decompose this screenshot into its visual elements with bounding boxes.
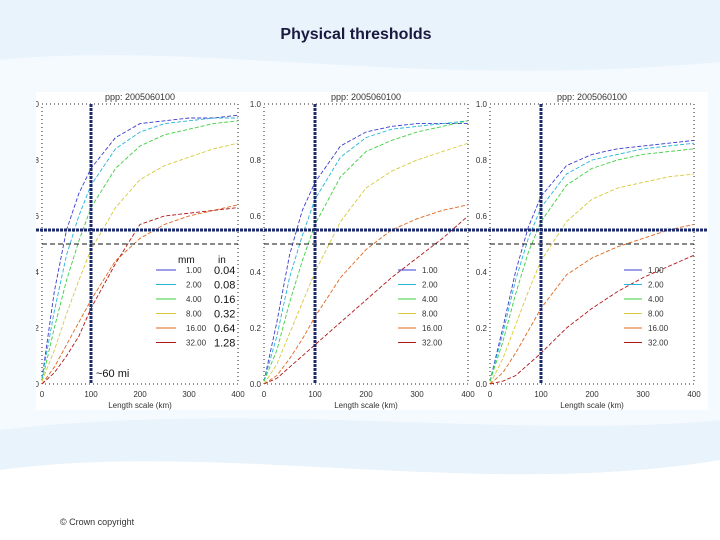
legend-threshold-mm: 16.00 (186, 324, 207, 333)
series-line-32.00 (489, 254, 695, 385)
y-tick-label: 0.2 (250, 324, 262, 333)
legend-threshold-mm: 2.00 (648, 281, 664, 290)
series-line-4.00 (263, 120, 469, 382)
legend-threshold-in: 1.28 (214, 338, 235, 350)
y-tick-label: 0.0 (250, 380, 262, 389)
x-tick-label: 300 (410, 390, 424, 399)
legend-unit-in: in (218, 255, 226, 266)
series-line-16.00 (489, 223, 695, 385)
y-tick-label: 0.4 (36, 268, 40, 277)
legend-threshold-mm: 32.00 (186, 339, 207, 348)
x-tick-label: 0 (40, 390, 45, 399)
series-line-32.00 (41, 207, 239, 385)
legend-threshold-mm: 2.00 (186, 281, 202, 290)
legend-threshold-in: 0.08 (214, 280, 235, 292)
y-tick-label: 0.6 (36, 212, 40, 221)
legend-threshold-mm: 32.00 (648, 339, 669, 348)
x-axis-label: Length scale (km) (334, 401, 398, 410)
series-line-1.00 (489, 139, 695, 382)
y-tick-label: 0.4 (476, 268, 488, 277)
legend-threshold-mm: 16.00 (422, 324, 443, 333)
y-tick-label: 0.8 (250, 156, 262, 165)
series-line-32.00 (263, 215, 469, 385)
x-tick-label: 100 (534, 390, 548, 399)
slide-title: Physical thresholds (280, 26, 432, 43)
y-tick-label: 0.8 (36, 156, 40, 165)
series-line-16.00 (263, 204, 469, 385)
legend-unit-mm: mm (178, 255, 195, 266)
series-line-4.00 (489, 148, 695, 382)
distance-annotation: ~60 mi (96, 368, 129, 380)
panel-background (484, 92, 708, 410)
legend-threshold-mm: 4.00 (186, 295, 202, 304)
panel-title: ppp: 2005060100 (105, 92, 175, 102)
x-tick-label: 300 (182, 390, 196, 399)
series-line-1.00 (41, 114, 239, 379)
y-tick-label: 0.4 (250, 268, 262, 277)
y-tick-label: 0.0 (476, 380, 488, 389)
y-tick-label: 1.0 (476, 100, 488, 109)
series-line-2.00 (489, 142, 695, 382)
x-tick-label: 400 (461, 390, 475, 399)
y-tick-label: 1.0 (250, 100, 262, 109)
x-tick-label: 0 (488, 390, 493, 399)
x-tick-label: 200 (585, 390, 599, 399)
series-line-16.00 (41, 204, 239, 385)
x-tick-label: 100 (84, 390, 98, 399)
legend-threshold-in: 0.04 (214, 265, 235, 277)
series-line-2.00 (41, 117, 238, 379)
threshold-charts: ppp: 20050601000.00.20.40.60.81.00100200… (36, 92, 708, 410)
y-tick-label: 0.6 (476, 212, 488, 221)
legend-threshold-mm: 8.00 (648, 310, 664, 319)
legend-threshold-mm: 1.00 (648, 266, 664, 275)
x-axis-label: Length scale (km) (108, 401, 172, 410)
series-line-2.00 (263, 120, 469, 382)
legend-threshold-mm: 8.00 (186, 310, 202, 319)
panel-title: ppp: 2005060100 (557, 92, 627, 102)
y-tick-label: 0.8 (476, 156, 488, 165)
copyright-footer: © Crown copyright (60, 517, 135, 527)
legend-threshold-mm: 2.00 (422, 281, 438, 290)
legend: mm in 1.00 0.04 2.00 0.08 4.00 0.16 8.00 0.32 16… (156, 255, 235, 350)
legend-threshold-mm: 1.00 (186, 266, 202, 275)
series-line-8.00 (41, 142, 239, 382)
x-tick-label: 300 (636, 390, 650, 399)
figure-panels: ppp: 20050601000.00.20.40.60.81.00100200… (36, 92, 708, 410)
x-tick-label: 200 (359, 390, 373, 399)
legend-threshold-mm: 4.00 (648, 295, 664, 304)
y-tick-label: 0.2 (476, 324, 488, 333)
legend-threshold-mm: 4.00 (422, 295, 438, 304)
x-tick-label: 0 (262, 390, 267, 399)
x-tick-label: 100 (308, 390, 322, 399)
legend-threshold-mm: 32.00 (422, 339, 443, 348)
x-tick-label: 400 (687, 390, 701, 399)
legend-threshold-mm: 16.00 (648, 324, 669, 333)
series-line-8.00 (263, 142, 469, 385)
panel-1: ppp: 20050601000.00.20.40.60.81.00100200… (36, 92, 252, 410)
x-tick-label: 400 (231, 390, 245, 399)
series-line-1.00 (263, 123, 468, 382)
x-axis-label: Length scale (km) (560, 401, 624, 410)
x-tick-label: 200 (133, 390, 147, 399)
panel-background (36, 92, 252, 410)
panel-background (258, 92, 474, 410)
legend-threshold-mm: 8.00 (422, 310, 438, 319)
series-line-4.00 (41, 120, 239, 382)
panel-title: ppp: 2005060100 (331, 92, 401, 102)
legend-threshold-in: 0.32 (214, 309, 235, 321)
legend-threshold-in: 0.64 (214, 323, 235, 335)
y-tick-label: 0.0 (36, 380, 40, 389)
y-tick-label: 0.2 (36, 324, 40, 333)
series-line-8.00 (489, 173, 695, 385)
legend-threshold-in: 0.16 (214, 294, 235, 306)
legend-threshold-mm: 1.00 (422, 266, 438, 275)
y-tick-label: 1.0 (36, 100, 40, 109)
y-tick-label: 0.6 (250, 212, 262, 221)
